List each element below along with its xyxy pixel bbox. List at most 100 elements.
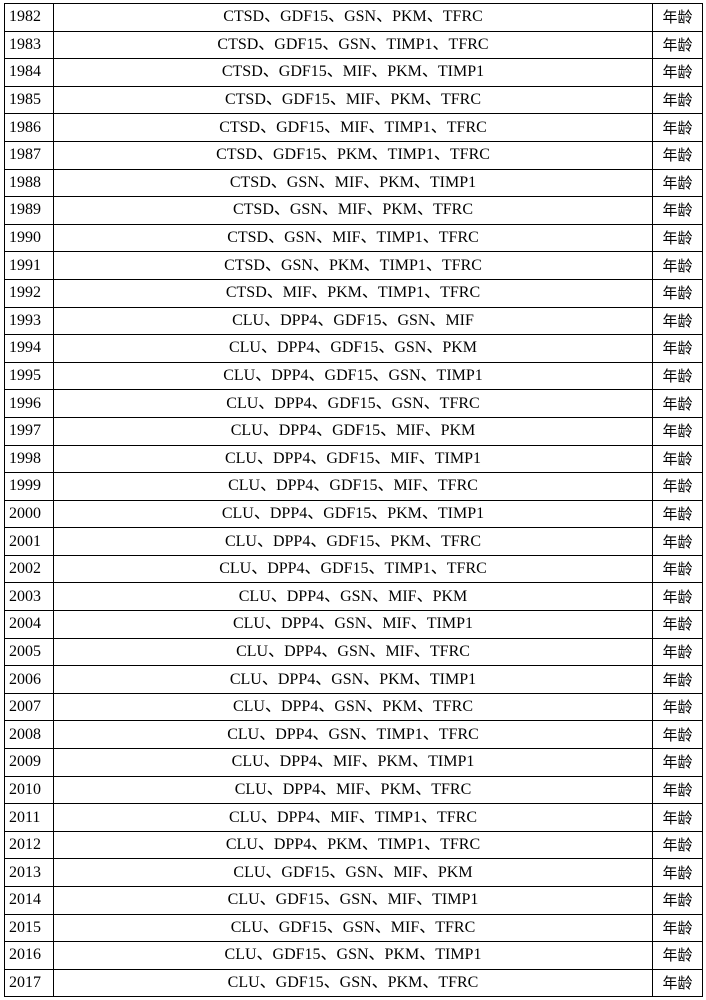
- variable-label: 年龄: [653, 169, 703, 197]
- gene-combination: CTSD、GSN、MIF、PKM、TIMP1: [54, 169, 653, 197]
- variable-label: 年龄: [653, 4, 703, 32]
- row-number: 1992: [5, 279, 54, 307]
- variable-label: 年龄: [653, 114, 703, 142]
- table-row: 1987CTSD、GDF15、PKM、TIMP1、TFRC年龄: [5, 141, 703, 169]
- row-number: 2013: [5, 859, 54, 887]
- table-row: 2003CLU、DPP4、GSN、MIF、PKM年龄: [5, 583, 703, 611]
- variable-label: 年龄: [653, 749, 703, 777]
- table-row: 1988CTSD、GSN、MIF、PKM、TIMP1年龄: [5, 169, 703, 197]
- gene-combination: CTSD、GSN、MIF、TIMP1、TFRC: [54, 224, 653, 252]
- row-number: 1986: [5, 114, 54, 142]
- table-row: 1982CTSD、GDF15、GSN、PKM、TFRC年龄: [5, 4, 703, 32]
- variable-label: 年龄: [653, 197, 703, 225]
- table-row: 1999CLU、DPP4、GDF15、MIF、TFRC年龄: [5, 473, 703, 501]
- variable-label: 年龄: [653, 390, 703, 418]
- row-number: 2000: [5, 500, 54, 528]
- row-number: 2012: [5, 831, 54, 859]
- table-row: 2013CLU、GDF15、GSN、MIF、PKM年龄: [5, 859, 703, 887]
- row-number: 1998: [5, 445, 54, 473]
- gene-combination: CTSD、GSN、MIF、PKM、TFRC: [54, 197, 653, 225]
- row-number: 2008: [5, 721, 54, 749]
- row-number: 2004: [5, 611, 54, 639]
- gene-combination: CLU、DPP4、GDF15、MIF、TIMP1: [54, 445, 653, 473]
- row-number: 1984: [5, 59, 54, 87]
- variable-label: 年龄: [653, 693, 703, 721]
- gene-combination: CLU、DPP4、GDF15、GSN、TIMP1: [54, 362, 653, 390]
- gene-combination: CLU、DPP4、GDF15、GSN、TFRC: [54, 390, 653, 418]
- row-number: 1990: [5, 224, 54, 252]
- table-row: 2011CLU、DPP4、MIF、TIMP1、TFRC年龄: [5, 804, 703, 832]
- gene-combination: CLU、GDF15、GSN、PKM、TIMP1: [54, 942, 653, 970]
- gene-combination: CLU、GDF15、GSN、PKM、TFRC: [54, 969, 653, 997]
- gene-combination: CLU、DPP4、PKM、TIMP1、TFRC: [54, 831, 653, 859]
- row-number: 2017: [5, 969, 54, 997]
- gene-combination: CTSD、MIF、PKM、TIMP1、TFRC: [54, 279, 653, 307]
- table-row: 1992CTSD、MIF、PKM、TIMP1、TFRC年龄: [5, 279, 703, 307]
- gene-combination: CLU、DPP4、GSN、PKM、TFRC: [54, 693, 653, 721]
- table-row: 2016CLU、GDF15、GSN、PKM、TIMP1年龄: [5, 942, 703, 970]
- gene-combination: CLU、GDF15、GSN、MIF、PKM: [54, 859, 653, 887]
- row-number: 1987: [5, 141, 54, 169]
- table-row: 2004CLU、DPP4、GSN、MIF、TIMP1年龄: [5, 611, 703, 639]
- variable-label: 年龄: [653, 362, 703, 390]
- table-row: 1996CLU、DPP4、GDF15、GSN、TFRC年龄: [5, 390, 703, 418]
- variable-label: 年龄: [653, 831, 703, 859]
- gene-combination: CTSD、GSN、PKM、TIMP1、TFRC: [54, 252, 653, 280]
- table-row: 2017CLU、GDF15、GSN、PKM、TFRC年龄: [5, 969, 703, 997]
- table-row: 2002CLU、DPP4、GDF15、TIMP1、TFRC年龄: [5, 555, 703, 583]
- row-number: 1989: [5, 197, 54, 225]
- table-row: 2001CLU、DPP4、GDF15、PKM、TFRC年龄: [5, 528, 703, 556]
- variable-label: 年龄: [653, 31, 703, 59]
- table-row: 2007CLU、DPP4、GSN、PKM、TFRC年龄: [5, 693, 703, 721]
- row-number: 2009: [5, 749, 54, 777]
- gene-combination: CLU、DPP4、GSN、TIMP1、TFRC: [54, 721, 653, 749]
- row-number: 2007: [5, 693, 54, 721]
- variable-label: 年龄: [653, 224, 703, 252]
- variable-label: 年龄: [653, 141, 703, 169]
- table-row: 2000CLU、DPP4、GDF15、PKM、TIMP1年龄: [5, 500, 703, 528]
- table-row: 2009CLU、DPP4、MIF、PKM、TIMP1年龄: [5, 749, 703, 777]
- row-number: 2015: [5, 914, 54, 942]
- variable-label: 年龄: [653, 555, 703, 583]
- row-number: 2016: [5, 942, 54, 970]
- row-number: 1982: [5, 4, 54, 32]
- variable-label: 年龄: [653, 611, 703, 639]
- variable-label: 年龄: [653, 528, 703, 556]
- row-number: 2014: [5, 887, 54, 915]
- row-number: 2010: [5, 776, 54, 804]
- row-number: 1997: [5, 417, 54, 445]
- gene-combination: CLU、DPP4、GSN、MIF、TIMP1: [54, 611, 653, 639]
- gene-combination: CLU、DPP4、GDF15、MIF、PKM: [54, 417, 653, 445]
- row-number: 1985: [5, 86, 54, 114]
- table-row: 2014CLU、GDF15、GSN、MIF、TIMP1年龄: [5, 887, 703, 915]
- row-number: 1993: [5, 307, 54, 335]
- variable-label: 年龄: [653, 859, 703, 887]
- variable-label: 年龄: [653, 500, 703, 528]
- variable-label: 年龄: [653, 914, 703, 942]
- table-row: 2015CLU、GDF15、GSN、MIF、TFRC年龄: [5, 914, 703, 942]
- table-row: 1983CTSD、GDF15、GSN、TIMP1、TFRC年龄: [5, 31, 703, 59]
- gene-combination: CLU、DPP4、GDF15、GSN、PKM: [54, 335, 653, 363]
- row-number: 2011: [5, 804, 54, 832]
- table-body: 1982CTSD、GDF15、GSN、PKM、TFRC年龄1983CTSD、GD…: [5, 4, 703, 997]
- table-row: 1997CLU、DPP4、GDF15、MIF、PKM年龄: [5, 417, 703, 445]
- gene-combination: CLU、DPP4、GDF15、PKM、TIMP1: [54, 500, 653, 528]
- gene-combination: CTSD、GDF15、GSN、PKM、TFRC: [54, 4, 653, 32]
- row-number: 1991: [5, 252, 54, 280]
- table-row: 1993CLU、DPP4、GDF15、GSN、MIF年龄: [5, 307, 703, 335]
- variable-label: 年龄: [653, 335, 703, 363]
- row-number: 1995: [5, 362, 54, 390]
- variable-label: 年龄: [653, 417, 703, 445]
- table-row: 2006CLU、DPP4、GSN、PKM、TIMP1年龄: [5, 666, 703, 694]
- gene-combination: CLU、DPP4、MIF、TIMP1、TFRC: [54, 804, 653, 832]
- gene-combination: CTSD、GDF15、MIF、TIMP1、TFRC: [54, 114, 653, 142]
- row-number: 1999: [5, 473, 54, 501]
- gene-combination: CLU、DPP4、GDF15、GSN、MIF: [54, 307, 653, 335]
- row-number: 2003: [5, 583, 54, 611]
- table-row: 1995CLU、DPP4、GDF15、GSN、TIMP1年龄: [5, 362, 703, 390]
- gene-combination: CTSD、GDF15、MIF、PKM、TFRC: [54, 86, 653, 114]
- row-number: 1988: [5, 169, 54, 197]
- variable-label: 年龄: [653, 583, 703, 611]
- table-row: 1998CLU、DPP4、GDF15、MIF、TIMP1年龄: [5, 445, 703, 473]
